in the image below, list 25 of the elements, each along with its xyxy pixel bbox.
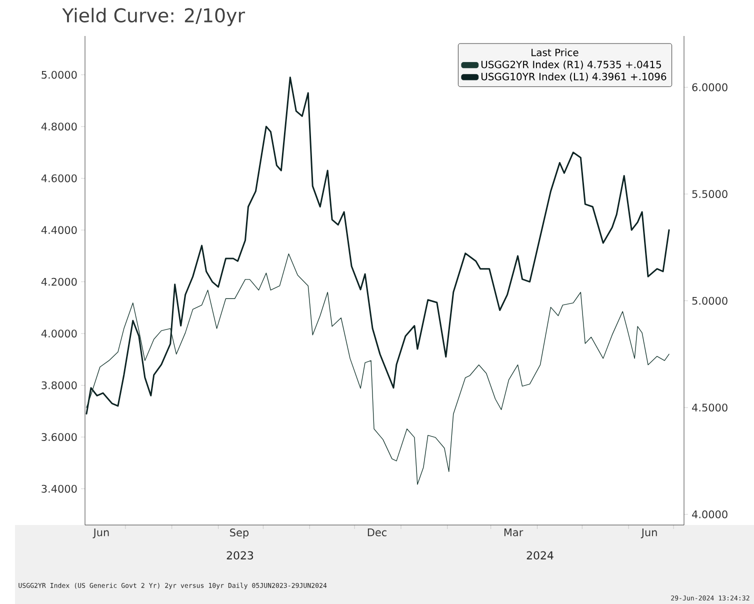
- legend-label: USGG10YR Index (L1) 4.3961 +.1096: [481, 72, 666, 82]
- y-tick-label: 3.4000: [42, 484, 77, 493]
- y-tick-label: 3.6000: [42, 433, 77, 441]
- y-tick-label: 4.6000: [41, 174, 77, 182]
- y2-tick-label: 4.5000: [692, 404, 728, 412]
- legend-label: USGG2YR Index (R1) 4.7535 +.0415: [481, 60, 661, 70]
- y-tick-label: 4.2000: [41, 278, 77, 286]
- y2-tick-label: 4.0000: [692, 510, 728, 518]
- x-tick-label: Sep: [230, 528, 249, 538]
- y-tick-label: 3.8000: [42, 381, 77, 390]
- x-tick-label: Dec: [368, 528, 386, 536]
- y-tick-label: 4.8000: [41, 122, 77, 130]
- y2-tick-label: 6.0000: [692, 83, 728, 92]
- x-tick-label: Mar: [504, 528, 524, 536]
- x-tick-label: Jun: [640, 528, 657, 538]
- text: 2024: [526, 551, 554, 560]
- text: 2023: [226, 551, 254, 560]
- y-tick-label: 4.0000: [41, 330, 77, 338]
- legend-title: Last Price: [532, 48, 578, 56]
- x-tick-label: Jun: [92, 528, 109, 538]
- y2-tick-label: 5.5000: [692, 190, 728, 198]
- chart-title: Yield Curve: 2/10yr: [62, 8, 246, 26]
- y-tick-label: 5.0000: [42, 70, 77, 79]
- y2-tick-label: 5.0000: [692, 296, 728, 305]
- y-tick-label: 4.4000: [41, 226, 77, 234]
